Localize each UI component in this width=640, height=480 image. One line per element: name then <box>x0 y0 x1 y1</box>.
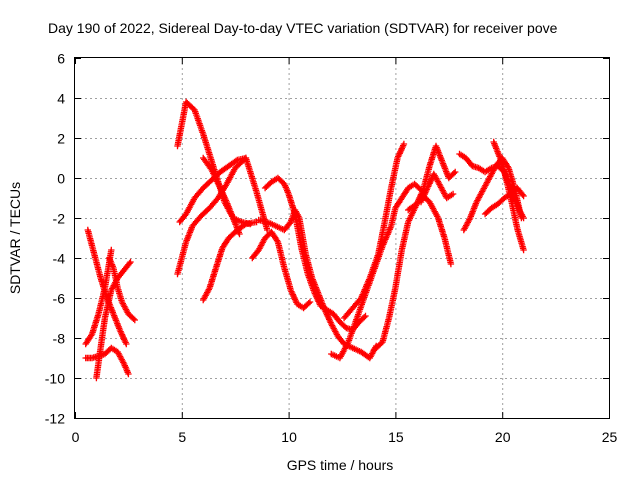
y-tick-label: 0 <box>57 171 65 187</box>
x-axis-label: GPS time / hours <box>287 457 394 473</box>
data-point <box>125 370 132 378</box>
grid <box>75 58 609 418</box>
axes: 0 5 10 15 20 25 -12 -10 -8 -6 -4 -2 0 2 4 6 <box>45 51 618 446</box>
y-tick-label: -12 <box>45 411 65 427</box>
x-tick-label: 10 <box>281 429 297 445</box>
data-points <box>82 98 527 382</box>
series-arc-9 <box>200 218 260 304</box>
data-point <box>452 168 459 176</box>
data-point <box>127 258 134 266</box>
data-point <box>449 190 457 198</box>
series-arc-3 <box>82 344 132 378</box>
data-point <box>123 340 130 348</box>
data-point <box>236 230 243 238</box>
data-point <box>447 260 455 268</box>
x-tick-label: 0 <box>72 429 80 445</box>
data-point <box>131 316 138 324</box>
interpolated-point <box>450 170 458 177</box>
data-point <box>520 214 527 222</box>
series-arc-5 <box>106 254 138 324</box>
data-point <box>400 140 408 148</box>
y-tick-label: -8 <box>53 331 66 347</box>
data-point <box>520 246 527 254</box>
y-tick-label: -10 <box>45 371 65 387</box>
series-arc-10 <box>200 154 243 238</box>
data-point <box>264 226 271 234</box>
x-tick-label: 25 <box>602 429 618 445</box>
interpolated-point <box>126 260 133 267</box>
data-point <box>362 312 369 320</box>
x-tick-label: 20 <box>495 429 511 445</box>
y-tick-label: 4 <box>57 91 65 107</box>
interpolated-point <box>361 314 368 321</box>
series-arc-15 <box>340 140 408 322</box>
y-tick-label: -6 <box>53 291 66 307</box>
series-arc-18 <box>417 170 457 206</box>
interpolated-point <box>232 157 240 165</box>
interpolated-point <box>305 300 312 307</box>
y-tick-label: -4 <box>53 251 66 267</box>
y-tick-label: 2 <box>57 131 65 147</box>
interpolated-point <box>130 315 137 322</box>
plot-frame <box>74 57 610 419</box>
data-point <box>520 192 527 200</box>
interpolated-point <box>519 191 526 198</box>
y-axis-label: SDTVAR / TECUs <box>7 182 23 294</box>
x-tick-label: 15 <box>388 429 404 445</box>
y-tick-label: -2 <box>53 211 66 227</box>
data-point <box>242 154 250 162</box>
series-arc-12 <box>261 174 369 334</box>
interpolated-point <box>273 237 281 244</box>
interpolated-point <box>241 221 248 229</box>
series-arc-11 <box>249 228 314 312</box>
y-tick-label: 6 <box>57 51 65 67</box>
series-arc-13 <box>255 206 380 362</box>
series-arc-22 <box>490 138 527 222</box>
data-point <box>108 246 115 254</box>
x-tick-label: 5 <box>178 429 186 445</box>
data-point <box>306 298 314 306</box>
interpolated-point <box>88 332 95 339</box>
chart-title: Day 190 of 2022, Sidereal Day-to-day VTE… <box>48 20 558 36</box>
